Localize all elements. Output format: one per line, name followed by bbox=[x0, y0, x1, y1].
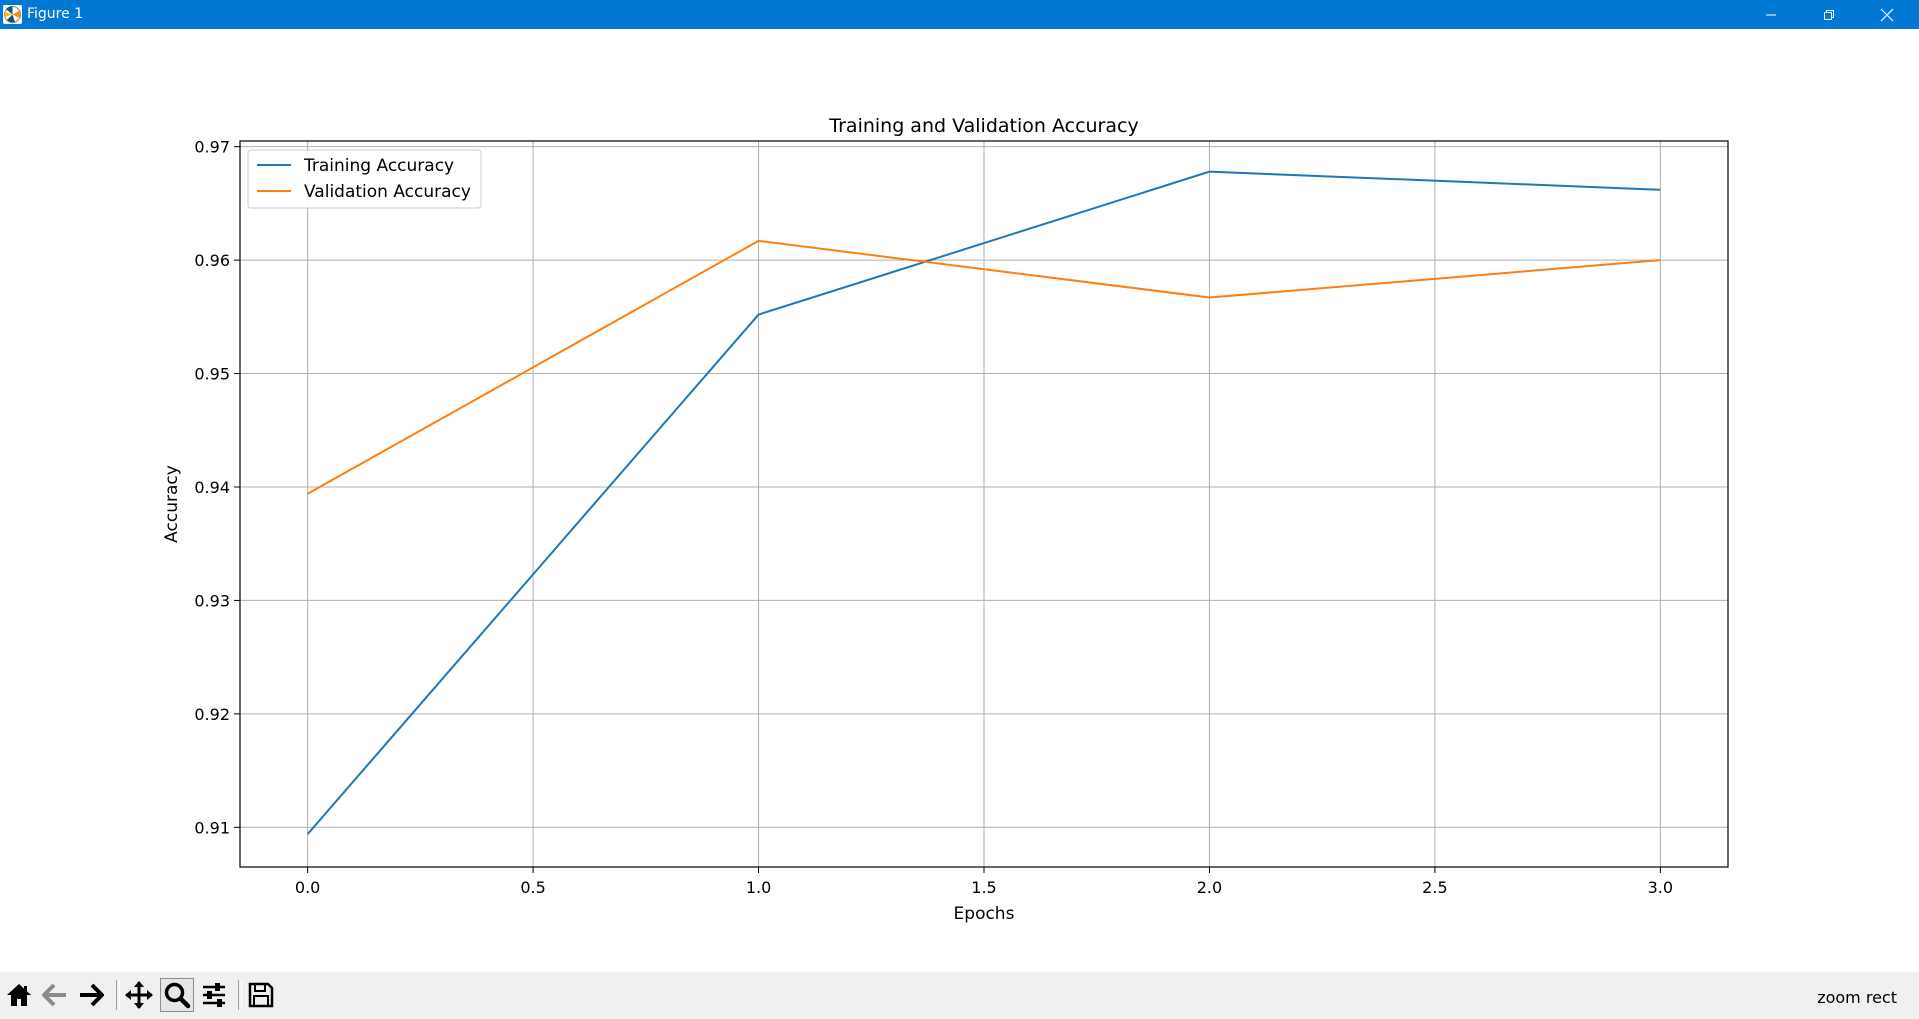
configure-subplots-button[interactable] bbox=[197, 978, 231, 1012]
close-icon bbox=[1880, 8, 1894, 21]
minimize-icon bbox=[1766, 14, 1776, 15]
minimize-button[interactable] bbox=[1742, 0, 1800, 29]
grid-lines bbox=[240, 141, 1728, 867]
x-tick-label: 0.5 bbox=[520, 878, 545, 897]
home-icon bbox=[7, 984, 31, 1006]
home-button[interactable] bbox=[2, 978, 36, 1012]
floppy-disk-icon bbox=[248, 982, 274, 1008]
window-title: Figure 1 bbox=[27, 6, 84, 22]
close-button[interactable] bbox=[1858, 0, 1916, 29]
matplotlib-app-icon bbox=[3, 5, 22, 24]
x-tick-label: 2.5 bbox=[1422, 878, 1447, 897]
y-tick-label: 0.94 bbox=[194, 478, 230, 497]
window-titlebar: Figure 1 bbox=[0, 0, 1919, 29]
restore-icon bbox=[1824, 9, 1834, 20]
x-tick-label: 0.0 bbox=[295, 878, 320, 897]
axis-ticks: 0.0 0.5 1.0 1.5 2.0 2.5 3.0 0.91 0.92 0.93 0.94 0.9… bbox=[194, 138, 1673, 897]
zoom-button[interactable] bbox=[160, 978, 194, 1012]
restore-button[interactable] bbox=[1800, 0, 1858, 29]
forward-button[interactable] bbox=[74, 978, 108, 1012]
series-line-validation bbox=[307, 239, 1661, 495]
x-axis-label: Epochs bbox=[954, 904, 1015, 924]
legend: Training Accuracy Validation Accuracy bbox=[247, 149, 482, 209]
line-chart: 0.0 0.5 1.0 1.5 2.0 2.5 3.0 0.91 0.92 0.93 0.94 0.9… bbox=[162, 115, 1729, 924]
arrow-left-icon bbox=[42, 983, 66, 1007]
y-tick-label: 0.95 bbox=[194, 365, 230, 384]
navigation-toolbar: zoom rect bbox=[0, 972, 1919, 1019]
chart-title: Training and Validation Accuracy bbox=[828, 115, 1138, 137]
toolbar-separator bbox=[116, 980, 120, 1010]
y-tick-label: 0.92 bbox=[194, 705, 230, 724]
figure-canvas[interactable]: 0.0 0.5 1.0 1.5 2.0 2.5 3.0 0.91 0.92 0.93 0.94 0.9… bbox=[0, 29, 1919, 972]
series-lines bbox=[306, 170, 1661, 835]
toolbar-status-message: zoom rect bbox=[1817, 988, 1897, 1007]
legend-label-training: Training Accuracy bbox=[303, 156, 454, 176]
legend-box bbox=[247, 149, 482, 209]
y-axis-label: Accuracy bbox=[162, 465, 182, 543]
back-button[interactable] bbox=[38, 978, 72, 1012]
legend-label-validation: Validation Accuracy bbox=[304, 182, 471, 202]
magnifier-icon bbox=[164, 982, 191, 1009]
pan-button[interactable] bbox=[122, 978, 156, 1012]
y-tick-label: 0.96 bbox=[194, 251, 230, 270]
sliders-icon bbox=[203, 983, 225, 1007]
y-tick-label: 0.91 bbox=[194, 818, 230, 837]
move-icon bbox=[125, 981, 153, 1009]
y-tick-label: 0.97 bbox=[194, 138, 230, 157]
toolbar-separator bbox=[238, 980, 242, 1010]
series-line-training bbox=[306, 170, 1661, 835]
x-tick-label: 1.0 bbox=[746, 878, 771, 897]
y-tick-label: 0.93 bbox=[194, 591, 230, 610]
x-tick-label: 3.0 bbox=[1648, 878, 1673, 897]
x-tick-label: 2.0 bbox=[1197, 878, 1222, 897]
save-button[interactable] bbox=[244, 978, 278, 1012]
arrow-right-icon bbox=[80, 983, 104, 1007]
x-tick-label: 1.5 bbox=[971, 878, 996, 897]
